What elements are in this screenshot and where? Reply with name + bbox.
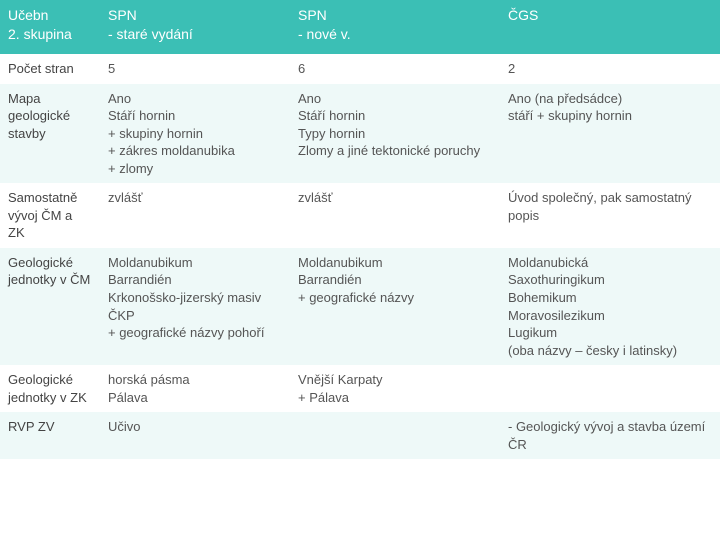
table-row: Počet stran 5 6 2 — [0, 54, 720, 84]
cell: Počet stran — [0, 54, 100, 84]
cell: Úvod společný, pak samostatný popis — [500, 183, 720, 248]
cell: zvlášť — [290, 183, 500, 248]
table-row: Samostatně vývoj ČM a ZK zvlášť zvlášť Ú… — [0, 183, 720, 248]
table-row: RVP ZV Učivo - Geologický vývoj a stavba… — [0, 412, 720, 459]
cell: Moldanubikum Barrandién + geografické ná… — [290, 248, 500, 365]
cell: horská pásma Pálava — [100, 365, 290, 412]
comparison-table: Učebn 2. skupina SPN - staré vydání SPN … — [0, 0, 720, 459]
table-row: Mapa geologické stavby Ano Stáří hornin … — [0, 84, 720, 184]
cell: Samostatně vývoj ČM a ZK — [0, 183, 100, 248]
cell: Geologické jednotky v ČM — [0, 248, 100, 365]
cell: 5 — [100, 54, 290, 84]
cell: Ano Stáří hornin Typy hornin Zlomy a jin… — [290, 84, 500, 184]
col-header-1: SPN - staré vydání — [100, 0, 290, 54]
cell — [500, 365, 720, 412]
cell: Vnější Karpaty + Pálava — [290, 365, 500, 412]
cell: 2 — [500, 54, 720, 84]
table-row: Geologické jednotky v ČM Moldanubikum Ba… — [0, 248, 720, 365]
table-header-row: Učebn 2. skupina SPN - staré vydání SPN … — [0, 0, 720, 54]
cell: - Geologický vývoj a stavba území ČR — [500, 412, 720, 459]
cell: Učivo — [100, 412, 290, 459]
col-header-3: ČGS — [500, 0, 720, 54]
cell: Geologické jednotky v ZK — [0, 365, 100, 412]
table-row: Geologické jednotky v ZK horská pásma Pá… — [0, 365, 720, 412]
cell: Mapa geologické stavby — [0, 84, 100, 184]
cell: 6 — [290, 54, 500, 84]
cell: Moldanubická Saxothuringikum Bohemikum M… — [500, 248, 720, 365]
cell: Moldanubikum Barrandién Krkonošsko-jizer… — [100, 248, 290, 365]
cell: RVP ZV — [0, 412, 100, 459]
col-header-0: Učebn 2. skupina — [0, 0, 100, 54]
cell: Ano Stáří hornin + skupiny hornin + zákr… — [100, 84, 290, 184]
cell: Ano (na předsádce) stáří + skupiny horni… — [500, 84, 720, 184]
cell: zvlášť — [100, 183, 290, 248]
col-header-2: SPN - nové v. — [290, 0, 500, 54]
cell — [290, 412, 500, 459]
